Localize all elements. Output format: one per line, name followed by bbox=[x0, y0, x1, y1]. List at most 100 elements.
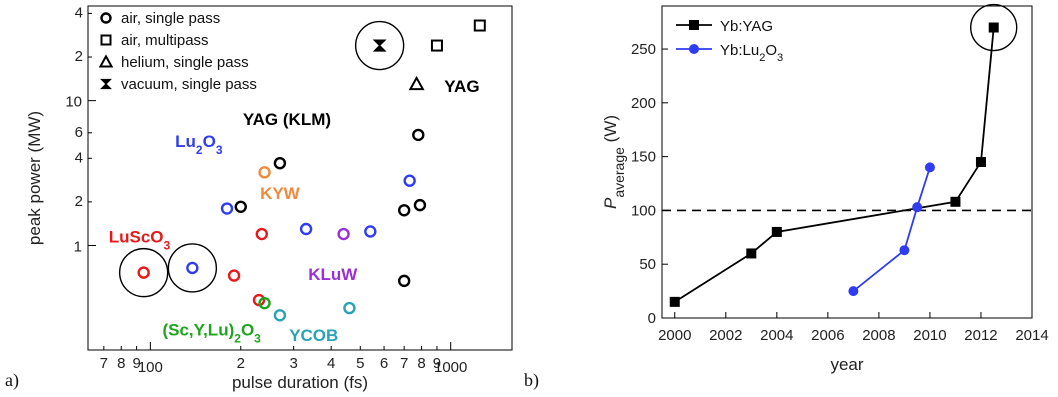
plot-frame bbox=[87, 5, 513, 351]
x-tick-label: 2000 bbox=[658, 327, 691, 344]
x-minor-tick-label: 8 bbox=[417, 355, 425, 372]
x-tick-label: 2014 bbox=[1015, 327, 1048, 344]
y-minor-tick-label: 2 bbox=[75, 193, 83, 210]
data-point-yag bbox=[412, 128, 425, 142]
legend-label-vacuum-single-pass: vacuum, single pass bbox=[121, 76, 257, 93]
y-tick-label: 100 bbox=[631, 202, 656, 219]
series-label-kluw: KLuW bbox=[308, 265, 358, 284]
series-label-lusco3: LuScO3 bbox=[109, 227, 171, 252]
x-minor-tick-label: 5 bbox=[356, 355, 364, 372]
plot-frame bbox=[661, 5, 1033, 319]
y-tick-label: 0 bbox=[648, 310, 656, 327]
x-minor-tick-label: 4 bbox=[327, 355, 335, 372]
y-tick-label: 10 bbox=[65, 94, 82, 111]
legend-label-air-multipass: air, multipass bbox=[121, 32, 209, 49]
data-point-ycob bbox=[343, 301, 356, 315]
legend-label-helium-single-pass: helium, single pass bbox=[121, 54, 249, 71]
y-minor-tick-label: 4 bbox=[75, 149, 83, 166]
x-tick-label: 2010 bbox=[913, 327, 946, 344]
series-label-yag-klm: YAG (KLM) bbox=[243, 110, 331, 129]
panel-label-a: a) bbox=[5, 370, 19, 391]
series-yag-klm bbox=[234, 39, 387, 214]
x-minor-tick-label: 6 bbox=[380, 355, 388, 372]
data-point-kluw bbox=[337, 227, 350, 241]
legend-label-air-single-pass: air, single pass bbox=[121, 10, 220, 27]
data-point-yag-klm bbox=[273, 156, 287, 170]
series-kyw bbox=[258, 166, 271, 179]
data-point-lusco3 bbox=[255, 227, 269, 241]
data-point-yb-lu2o3 bbox=[924, 162, 935, 173]
series-sc-y-lu-2o3 bbox=[258, 296, 271, 310]
series-line-yb-lu2o3 bbox=[852, 167, 931, 292]
data-point-yag bbox=[473, 19, 486, 32]
series-label-kyw: KYW bbox=[260, 184, 301, 203]
data-point-yag bbox=[397, 204, 411, 217]
data-point-kyw bbox=[258, 166, 271, 179]
legend-marker-triangle bbox=[98, 54, 114, 68]
x-minor-tick-label: 7 bbox=[400, 355, 408, 372]
x-axis-label: pulse duration (fs) bbox=[232, 373, 368, 392]
y-axis-label: peak power (MW) bbox=[25, 111, 44, 245]
series-label-yag: YAG bbox=[444, 77, 479, 96]
x-tick-label: 2012 bbox=[964, 327, 997, 344]
series-label-ycob: YCOB bbox=[289, 326, 338, 345]
legend-marker-circle bbox=[100, 12, 112, 24]
x-tick-label: 2006 bbox=[811, 327, 844, 344]
data-point-lu2o3 bbox=[364, 225, 377, 238]
x-axis-label: year bbox=[830, 355, 863, 374]
x-minor-tick-label: 9 bbox=[433, 355, 441, 372]
x-minor-tick-label: 2 bbox=[237, 355, 245, 372]
y-tick-label: 250 bbox=[631, 41, 656, 58]
x-tick-label: 2004 bbox=[760, 327, 793, 344]
x-tick-label: 2008 bbox=[862, 327, 895, 344]
y-tick-label: 150 bbox=[631, 149, 656, 166]
y-tick-label: 50 bbox=[639, 256, 656, 273]
data-point-lusco3 bbox=[137, 266, 150, 279]
series-yb-yag bbox=[669, 22, 999, 307]
highlight-circle bbox=[354, 20, 405, 71]
data-point-lu2o3 bbox=[299, 222, 313, 236]
legend-label-yb-lu2o3: Yb:Lu2O3 bbox=[720, 42, 783, 64]
x-tick-label: 2002 bbox=[709, 327, 742, 344]
data-point-yb-yag bbox=[950, 196, 961, 207]
data-point-lu2o3 bbox=[403, 174, 416, 187]
data-point-yb-lu2o3 bbox=[899, 245, 910, 256]
y-tick-label: 200 bbox=[631, 95, 656, 112]
data-point-yb-lu2o3 bbox=[912, 202, 923, 213]
highlight-circle bbox=[118, 247, 169, 298]
series-line-yb-yag bbox=[674, 27, 995, 303]
series-label-sc-y-lu-o3: (Sc,Y,Lu)2O3 bbox=[162, 320, 261, 345]
highlight-circle bbox=[167, 243, 218, 293]
legend-marker-square bbox=[100, 34, 112, 46]
x-minor-tick-label: 3 bbox=[289, 355, 297, 372]
highlight-circle bbox=[970, 3, 1018, 52]
data-point-lusco3 bbox=[227, 269, 241, 282]
data-point-yag bbox=[408, 75, 425, 91]
chart-b-average-power-vs-year: 2000 2002 2004 2006 2008 2010 2012 2014 0 50 100 15… bbox=[601, 3, 1049, 374]
y-minor-tick-label: 6 bbox=[75, 124, 83, 141]
data-point-yb-lu2o3 bbox=[848, 286, 859, 297]
x-minor-tick-label: 7 bbox=[100, 355, 108, 372]
legend-marker-yb-lu2o3 bbox=[689, 44, 699, 54]
y-minor-tick-label: 2 bbox=[75, 48, 83, 65]
series-ycob bbox=[273, 301, 356, 322]
legend-marker-yb-yag bbox=[689, 20, 699, 30]
series-label-luo3: Lu2O3 bbox=[175, 132, 223, 157]
legend-marker-bowtie bbox=[100, 78, 112, 90]
panel-label-b: b) bbox=[524, 370, 539, 391]
data-point-yag-klm bbox=[372, 39, 387, 52]
x-minor-tick-label: 9 bbox=[132, 355, 140, 372]
legend-label-yb-yag: Yb:YAG bbox=[720, 18, 773, 35]
x-tick-label: 100 bbox=[138, 359, 163, 376]
data-point-ycob bbox=[273, 309, 287, 322]
y-tick-label: 1 bbox=[74, 239, 82, 256]
data-point-yb-yag bbox=[988, 22, 999, 33]
data-point-yb-yag bbox=[771, 226, 782, 237]
data-point-lu2o3 bbox=[220, 202, 234, 215]
series-yag bbox=[397, 19, 486, 288]
data-point-yag bbox=[430, 39, 443, 52]
data-point-yb-yag bbox=[746, 248, 757, 259]
